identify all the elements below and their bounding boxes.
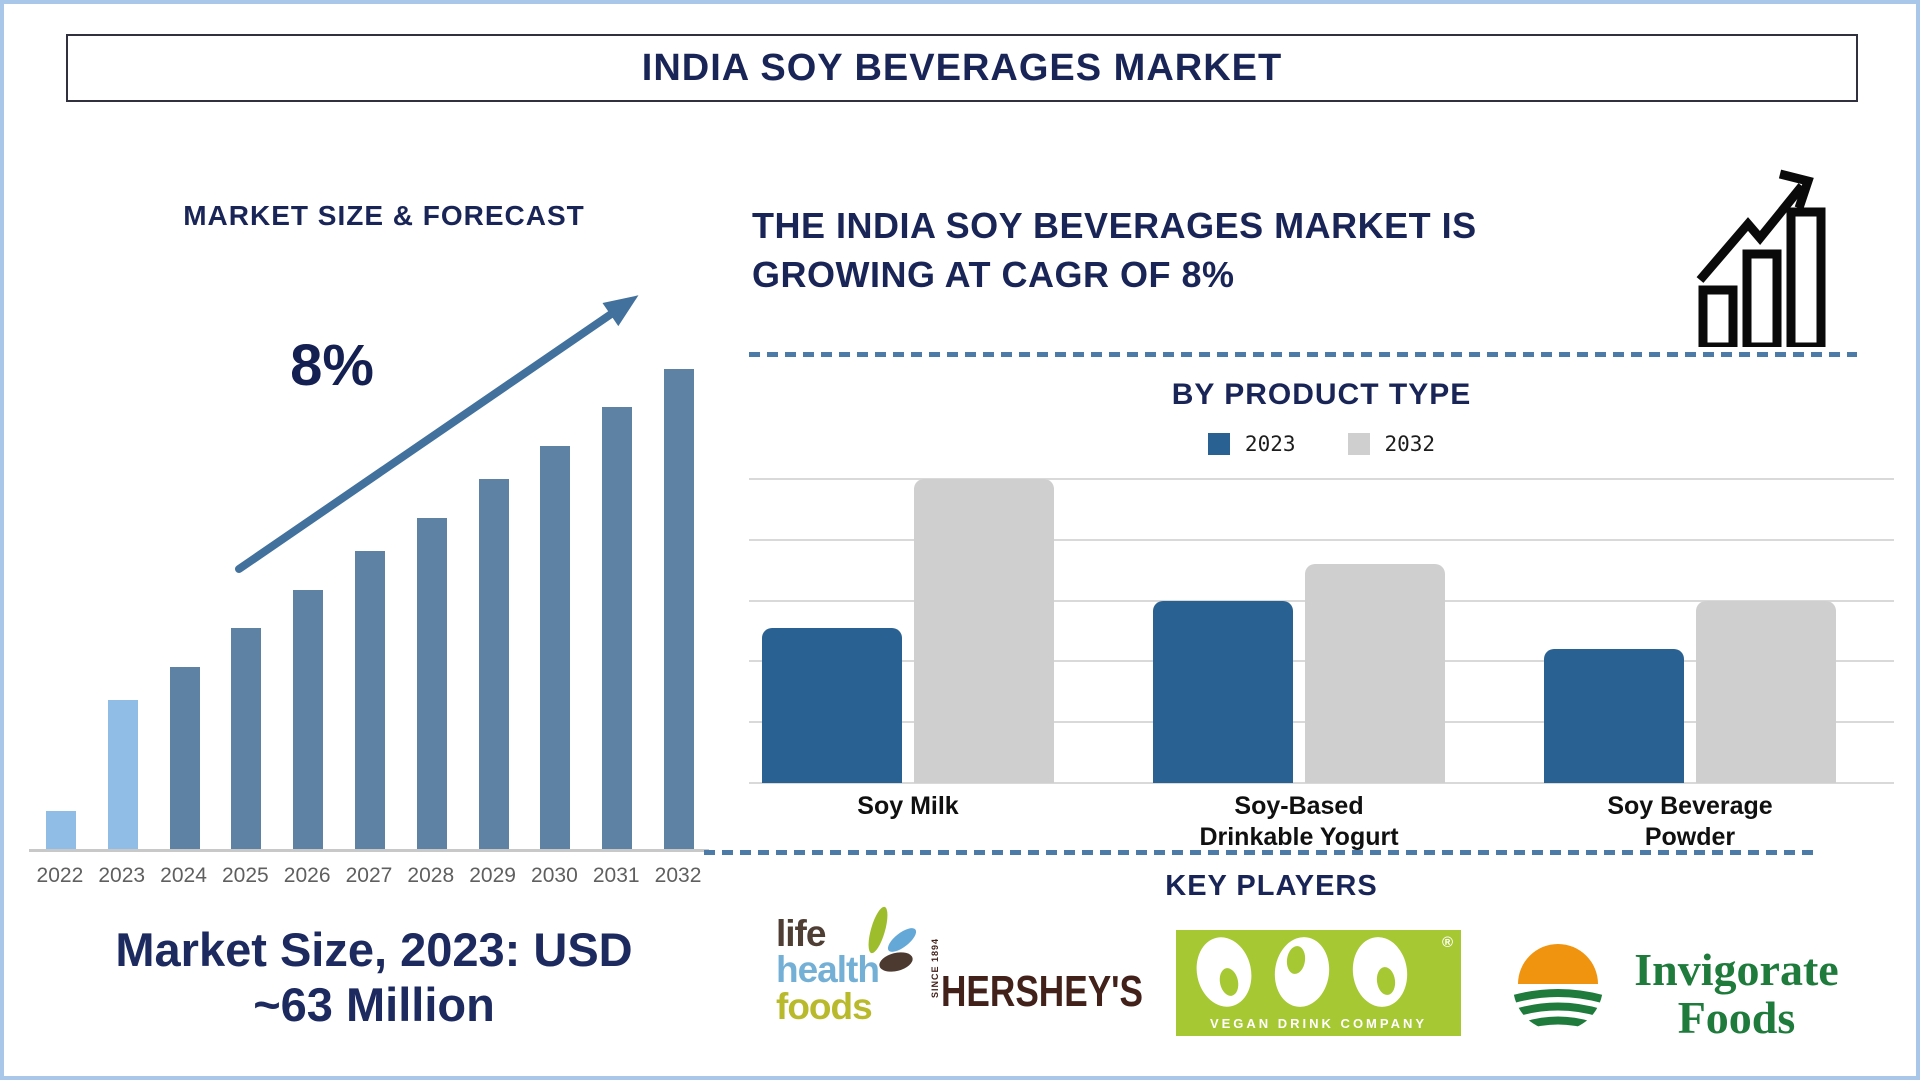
bar-2032-soy-beverage-powder (1696, 600, 1836, 783)
product-type-plot (749, 478, 1894, 784)
cagr-headline-line1: THE INDIA SOY BEVERAGES MARKET IS (752, 205, 1477, 246)
year-label-2031: 2031 (592, 864, 640, 887)
bar-2023-soy-milk (762, 627, 902, 783)
year-label-2032: 2032 (654, 864, 702, 887)
forecast-bar-2025 (231, 628, 262, 849)
bar-2023-soy-beverage-powder (1544, 649, 1684, 783)
forecast-bar-2030 (540, 445, 571, 849)
life-health-foods-logo: life health foods (776, 906, 936, 1044)
forecast-bar-2023 (107, 700, 138, 849)
forecast-bar-2031 (602, 407, 633, 849)
x-axis-line (29, 849, 709, 852)
trend-arrow-icon (235, 295, 639, 573)
invigorate-foods-wordmark: Invigorate Foods (1604, 944, 1869, 1044)
bar-2032-soy-based-drinkable-yogurt (1305, 564, 1445, 783)
bar-2023-soy-based-drinkable-yogurt (1153, 600, 1293, 783)
cagr-headline: THE INDIA SOY BEVERAGES MARKET IS GROWIN… (752, 202, 1682, 299)
category-label-soy-milk: Soy Milk (857, 792, 959, 820)
bar-2032-soy-milk (914, 479, 1054, 783)
forecast-bar-2032 (663, 369, 694, 849)
vdc-tagline: VEGAN DRINK COMPANY (1209, 1016, 1428, 1031)
category-label-soy-beverage-powder: Soy Beverage Powder (1607, 792, 1773, 852)
year-label-2026: 2026 (283, 864, 331, 887)
dashed-divider-bottom (704, 850, 1816, 855)
forecast-bar-2027 (354, 551, 385, 849)
vdc-registered-mark: ® (1441, 934, 1453, 951)
gridline (749, 782, 1894, 784)
gridline (749, 539, 1894, 541)
growth-chart-icon (1696, 169, 1826, 347)
title-banner: INDIA SOY BEVERAGES MARKET (66, 34, 1858, 102)
market-size-caption-line2: ~63 Million (253, 978, 495, 1032)
invigorate-foods-line2: Foods (1677, 992, 1796, 1044)
gridline (749, 478, 1894, 480)
cagr-headline-line2: GROWING AT CAGR OF 8% (752, 253, 1235, 295)
life-health-foods-word-health: health (776, 949, 880, 991)
year-label-2022: 2022 (36, 864, 84, 887)
year-label-2025: 2025 (221, 864, 269, 887)
legend-item-2032: 2032 (1347, 432, 1436, 456)
cagr-trend-label: 8% (290, 333, 374, 398)
legend-swatch-2023 (1207, 433, 1230, 455)
year-label-2030: 2030 (531, 864, 578, 887)
life-health-foods-word-life: life (776, 913, 826, 954)
category-label-soy-based-drinkable-yogurt: Soy-Based Drinkable Yogurt (1199, 792, 1399, 852)
market-size-caption-line1: Market Size, 2023: USD (115, 923, 633, 976)
forecast-bar-2024 (169, 666, 200, 849)
year-label-2029: 2029 (469, 864, 516, 887)
year-label-2023: 2023 (98, 864, 146, 887)
forecast-bar-2028 (416, 517, 447, 849)
year-label-2028: 2028 (407, 864, 455, 887)
legend-label-2023: 2023 (1244, 432, 1296, 456)
forecast-bar-2029 (478, 479, 509, 849)
forecast-bar-2022 (46, 810, 76, 849)
year-label-2024: 2024 (160, 864, 207, 887)
invigorate-foods-sun-field-icon (1513, 944, 1603, 1031)
life-health-foods-word-foods: foods (776, 985, 873, 1027)
legend-label-2032: 2032 (1384, 432, 1436, 456)
forecast-chart-title: MARKET SIZE & FORECAST (183, 200, 585, 231)
forecast-bars (46, 369, 694, 849)
legend-swatch-2032 (1347, 433, 1370, 455)
hersheys-logo: SINCE 1894 HERSHEY'S (929, 937, 1154, 1032)
vdc-logo: ® VEGAN DRINK COMPANY (1176, 930, 1461, 1036)
page-title: INDIA SOY BEVERAGES MARKET (641, 46, 1283, 89)
vdc-bean-letters-icon (1196, 937, 1408, 1007)
forecast-bar-2026 (293, 589, 324, 849)
product-type-legend: 2023 2032 (749, 432, 1894, 456)
key-players-heading: KEY PLAYERS (1165, 870, 1378, 902)
year-axis-labels: 2022 2023 2024 2025 2026 2027 2028 2029 2030 2031… (29, 864, 709, 888)
legend-item-2023: 2023 (1207, 432, 1296, 456)
product-type-chart-title: BY PRODUCT TYPE (1171, 378, 1472, 411)
hersheys-since-text: SINCE 1894 (930, 937, 940, 998)
market-size-caption: Market Size, 2023: USD ~63 Million (34, 922, 714, 1033)
year-label-2027: 2027 (345, 864, 393, 887)
hersheys-wordmark: HERSHEY'S (941, 967, 1144, 1016)
invigorate-foods-line1: Invigorate (1634, 944, 1839, 995)
dashed-divider-top (749, 352, 1857, 357)
life-health-foods-leaves-icon (868, 906, 917, 972)
